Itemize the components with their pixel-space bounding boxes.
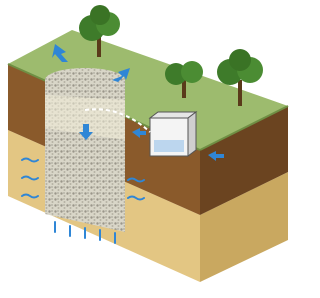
canopy [90, 5, 110, 25]
page [0, 0, 320, 298]
box-water [154, 140, 184, 152]
infiltration-diagram [0, 0, 291, 298]
canopy [181, 61, 203, 83]
canopy [229, 49, 251, 71]
trunk [238, 80, 242, 106]
box-side [188, 112, 196, 156]
